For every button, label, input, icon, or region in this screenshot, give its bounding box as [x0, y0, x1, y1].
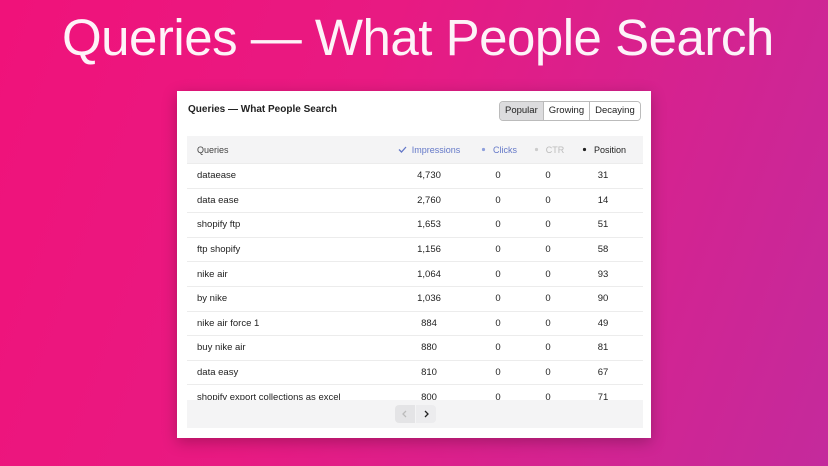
table-cell: dataease: [197, 170, 237, 182]
table-cell: 0: [495, 342, 501, 354]
tab[interactable]: Decaying: [589, 102, 640, 120]
pagination: [187, 400, 643, 428]
table-cell: shopify ftp: [197, 219, 241, 231]
table-row[interactable]: data ease 2,760 0 0 14: [187, 189, 643, 214]
table-cell: 0: [545, 293, 551, 305]
table-row[interactable]: data easy 810 0 0 67: [187, 361, 643, 386]
table-cell: 4,730: [417, 170, 441, 182]
table-cell: 81: [597, 342, 609, 354]
table-row[interactable]: by nike 1,036 0 0 90: [187, 287, 643, 312]
sort-icon: [398, 146, 407, 153]
column-header[interactable]: CTR: [508, 136, 588, 163]
header-row: Queries Impressions Clicks CTR Position: [187, 136, 643, 164]
table-cell: 810: [421, 367, 437, 379]
table-cell: 0: [545, 244, 551, 256]
table-cell: 58: [597, 244, 609, 256]
table-cell: 0: [495, 391, 501, 403]
table-cell: 0: [495, 194, 501, 206]
table-row[interactable]: dataease 4,730 0 0 31: [187, 164, 643, 189]
table-cell: 14: [597, 194, 609, 206]
table-cell: 0: [495, 219, 501, 231]
table-cell: 1,156: [417, 244, 441, 256]
column-label: CTR: [545, 144, 565, 155]
table-row[interactable]: shopify ftp 1,653 0 0 51: [187, 213, 643, 238]
table-cell: shopify export collections as excel: [197, 391, 341, 403]
table-cell: 31: [597, 170, 609, 182]
table-row[interactable]: buy nike air 880 0 0 81: [187, 336, 643, 361]
sort-icon: [534, 147, 538, 152]
table-cell: 1,064: [417, 268, 441, 280]
table-cell: data ease: [197, 194, 239, 206]
next-page[interactable]: [416, 405, 436, 423]
table-row[interactable]: ftp shopify 1,156 0 0 58: [187, 238, 643, 263]
table-cell: data easy: [197, 367, 239, 379]
table-cell: 0: [545, 219, 551, 231]
table: Queries Impressions Clicks CTR Position datae…: [187, 136, 643, 410]
table-cell: 90: [597, 293, 609, 305]
table-cell: 0: [495, 367, 501, 379]
table-cell: 0: [545, 268, 551, 280]
column-label: Impressions: [411, 144, 461, 155]
table-cell: 0: [495, 293, 501, 305]
table-cell: 49: [597, 317, 609, 329]
column-label: Position: [593, 144, 627, 155]
table-cell: 0: [545, 194, 551, 206]
table-cell: 51: [597, 219, 609, 231]
table-cell: 93: [597, 268, 609, 280]
table-cell: by nike: [197, 293, 228, 305]
table-cell: buy nike air: [197, 342, 246, 354]
column-header[interactable]: Position: [563, 136, 643, 163]
tab[interactable]: Popular: [500, 102, 543, 120]
table-cell: 1,653: [417, 219, 441, 231]
table-cell: 0: [495, 244, 501, 256]
table-cell: 0: [495, 170, 501, 182]
table-cell: 0: [545, 391, 551, 403]
table-cell: nike air force 1: [197, 317, 260, 329]
prev-icon: [402, 410, 407, 418]
table-cell: 0: [545, 317, 551, 329]
card-title: Queries — What People Search: [188, 104, 337, 115]
table-cell: 0: [545, 170, 551, 182]
next-icon: [424, 410, 429, 418]
table-cell: 67: [597, 367, 609, 379]
tab-group: Popular Growing Decaying: [499, 101, 641, 121]
table-cell: 800: [421, 391, 437, 403]
table-cell: 880: [421, 342, 437, 354]
table-cell: nike air: [197, 268, 228, 280]
table-row[interactable]: nike air force 1 884 0 0 49: [187, 312, 643, 337]
table-cell: 71: [597, 391, 609, 403]
column-header[interactable]: Clicks: [458, 136, 538, 163]
queries-card: Queries — What People Search Popular Gro…: [177, 91, 651, 438]
table-row[interactable]: nike air 1,064 0 0 93: [187, 262, 643, 287]
column-header[interactable]: Impressions: [389, 136, 469, 163]
tab[interactable]: Growing: [542, 102, 590, 120]
column-label: Clicks: [493, 144, 517, 155]
table-cell: ftp shopify: [197, 244, 241, 256]
table-cell: 2,760: [417, 194, 441, 206]
page-title: Queries — What People Search: [62, 9, 774, 66]
sort-icon: [582, 147, 587, 152]
table-cell: 0: [545, 367, 551, 379]
table-cell: 0: [495, 268, 501, 280]
table-cell: 884: [421, 317, 437, 329]
table-cell: 1,036: [417, 293, 441, 305]
sort-icon: [481, 147, 486, 152]
prev-page[interactable]: [395, 405, 415, 423]
column-label: Queries: [197, 144, 229, 155]
column-header: Queries: [197, 136, 229, 163]
table-cell: 0: [545, 342, 551, 354]
table-cell: 0: [495, 317, 501, 329]
